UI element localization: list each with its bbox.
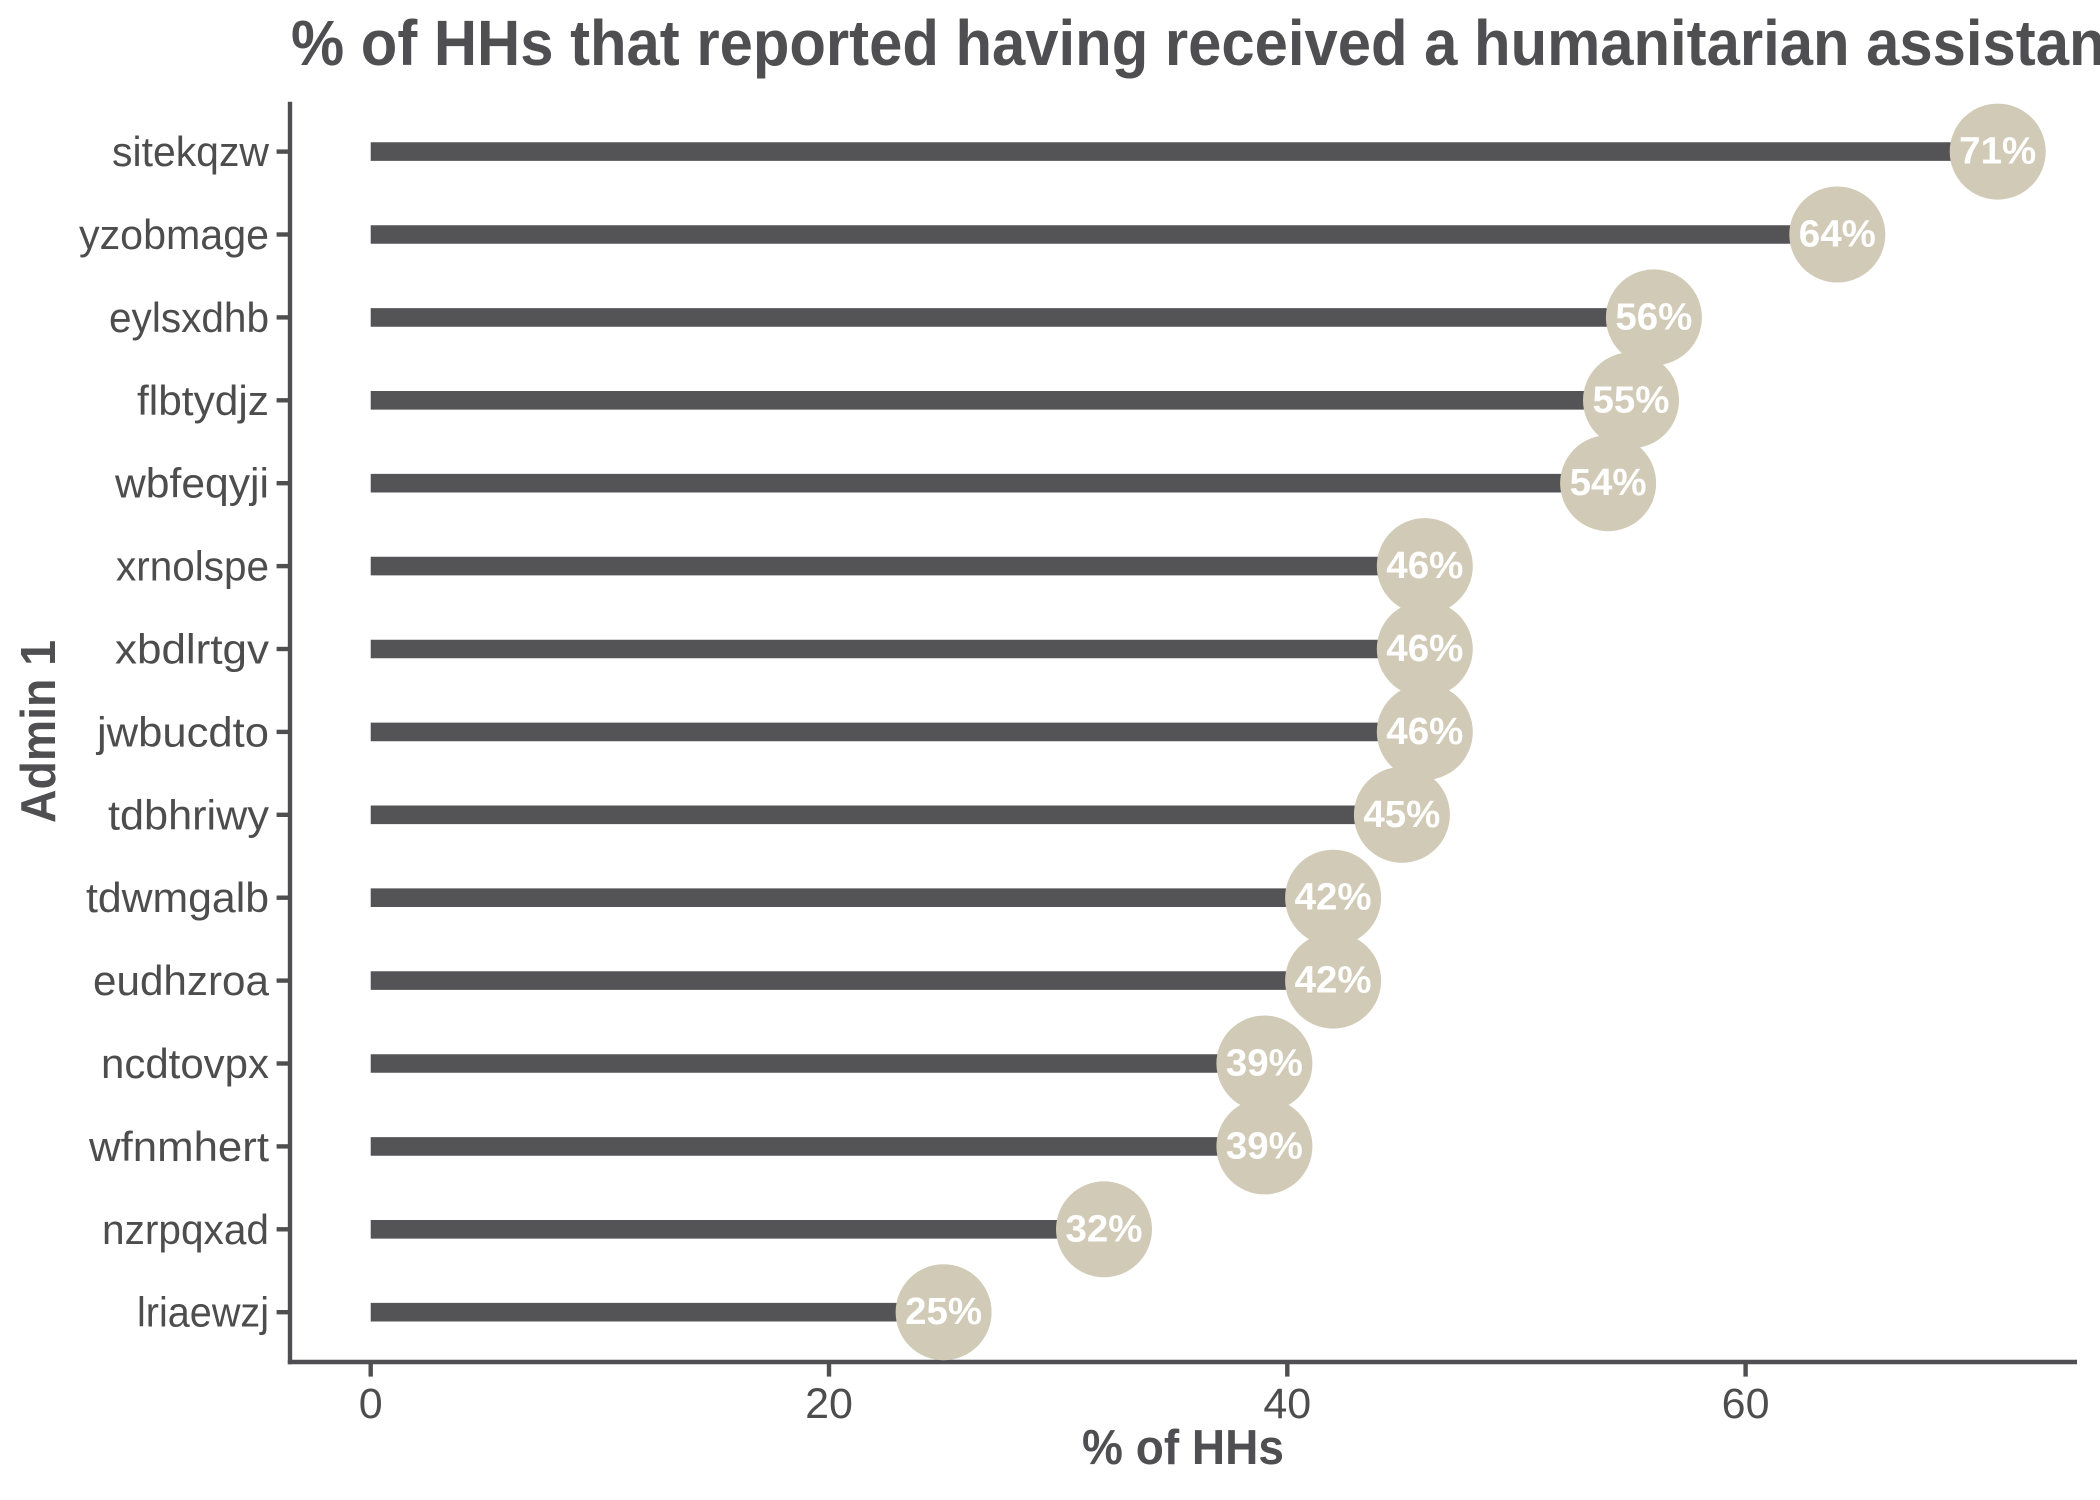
svg-text:jwbucdto: jwbucdto: [95, 708, 269, 755]
svg-text:eudhzroa: eudhzroa: [93, 957, 270, 1004]
svg-text:0: 0: [359, 1380, 383, 1428]
svg-text:flbtydjz: flbtydjz: [137, 377, 269, 424]
svg-text:39%: 39%: [1226, 1125, 1303, 1167]
svg-text:60: 60: [1722, 1380, 1770, 1428]
svg-text:46%: 46%: [1386, 545, 1463, 587]
svg-text:% of HHs: % of HHs: [1082, 1421, 1284, 1475]
svg-text:45%: 45%: [1363, 794, 1440, 836]
svg-text:Admin 1: Admin 1: [12, 640, 66, 823]
svg-text:20: 20: [805, 1380, 853, 1428]
svg-text:xbdlrtgv: xbdlrtgv: [115, 626, 269, 673]
svg-text:wfnmhert: wfnmhert: [88, 1123, 269, 1170]
svg-text:40: 40: [1263, 1380, 1311, 1428]
svg-text:nzrpqxad: nzrpqxad: [102, 1206, 269, 1253]
svg-text:lriaewzj: lriaewzj: [137, 1289, 269, 1336]
svg-text:tdbhriwy: tdbhriwy: [108, 791, 269, 838]
svg-text:42%: 42%: [1295, 960, 1372, 1002]
svg-text:56%: 56%: [1615, 296, 1692, 338]
svg-text:ncdtovpx: ncdtovpx: [101, 1040, 269, 1087]
svg-text:64%: 64%: [1799, 214, 1876, 256]
svg-text:yzobmage: yzobmage: [79, 211, 269, 258]
svg-text:54%: 54%: [1570, 462, 1647, 504]
svg-text:% of HHs that reported having: % of HHs that reported having received a…: [291, 7, 2100, 79]
svg-text:46%: 46%: [1386, 628, 1463, 670]
svg-text:46%: 46%: [1386, 711, 1463, 753]
svg-text:sitekqzw: sitekqzw: [112, 128, 270, 175]
svg-text:25%: 25%: [905, 1291, 982, 1333]
svg-text:wbfeqyji: wbfeqyji: [114, 460, 269, 507]
svg-text:39%: 39%: [1226, 1043, 1303, 1085]
svg-text:eylsxdhb: eylsxdhb: [109, 294, 269, 341]
svg-text:xrnolspe: xrnolspe: [116, 543, 269, 590]
svg-text:tdwmgalb: tdwmgalb: [86, 874, 269, 921]
svg-text:55%: 55%: [1593, 379, 1670, 421]
svg-text:42%: 42%: [1295, 877, 1372, 919]
svg-text:71%: 71%: [1959, 131, 2036, 173]
svg-text:32%: 32%: [1066, 1208, 1143, 1250]
